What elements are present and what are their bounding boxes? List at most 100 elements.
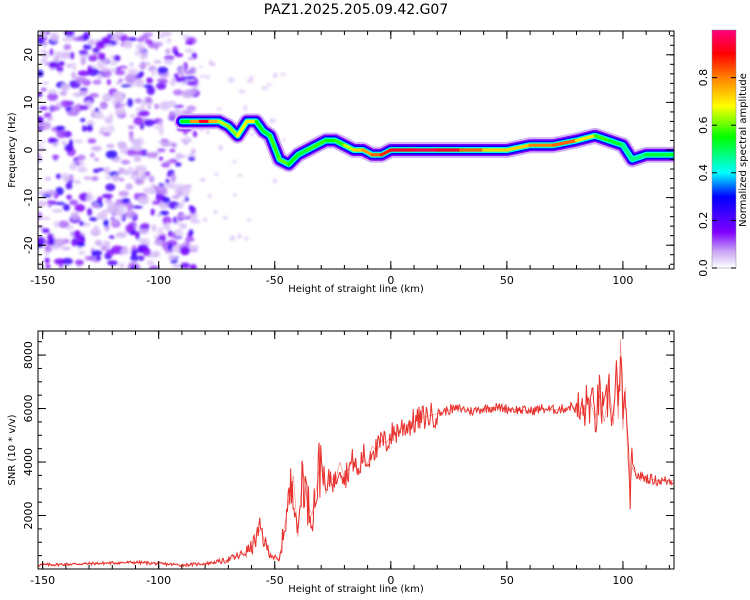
colorbar-tick-label: 0.4 — [697, 164, 710, 182]
x-tick-label: 100 — [612, 274, 633, 287]
noise-blob — [74, 259, 84, 266]
noise-blob — [93, 52, 99, 56]
noise-blob — [280, 73, 286, 76]
noise-blob — [49, 105, 60, 112]
noise-blob — [92, 79, 102, 85]
noise-blob — [123, 40, 133, 49]
noise-blob — [172, 264, 182, 268]
noise-blob — [169, 148, 176, 153]
noise-blob — [47, 116, 54, 122]
noise-blob — [146, 151, 152, 159]
noise-blob — [157, 148, 166, 153]
x-tick-label: 50 — [500, 574, 514, 587]
noise-blob — [166, 173, 173, 177]
noise-blob — [99, 101, 108, 110]
ridge-segment — [593, 134, 611, 143]
noise-blob — [158, 34, 165, 39]
noise-blob — [168, 255, 177, 261]
noise-blob — [115, 67, 121, 71]
noise-blob — [112, 91, 124, 100]
noise-blob — [73, 230, 81, 239]
noise-blob — [218, 145, 223, 151]
noise-blob — [128, 125, 135, 130]
noise-blob — [232, 160, 237, 164]
noise-blob — [184, 196, 189, 202]
noise-blob — [54, 238, 66, 247]
x-tick-label: 100 — [612, 574, 633, 587]
noise-blob — [88, 54, 98, 62]
noise-blob — [168, 158, 178, 164]
x-tick-label: 50 — [500, 274, 514, 287]
noise-blob — [175, 154, 187, 158]
noise-blob — [87, 208, 93, 216]
noise-blob — [188, 156, 196, 161]
noise-blob — [119, 177, 125, 182]
noise-blob — [261, 86, 269, 90]
noise-blob — [157, 66, 169, 75]
bottom-x-axis-label: Height of straight line (km) — [288, 584, 424, 595]
noise-blob — [137, 255, 145, 261]
noise-blob — [79, 87, 88, 91]
noise-blob — [187, 56, 194, 61]
noise-blob — [132, 205, 144, 209]
ridge-segment — [236, 119, 249, 138]
noise-blob — [94, 239, 103, 247]
noise-blob — [83, 176, 92, 180]
colorbar-label: Normalized spectral amplitude — [738, 73, 749, 227]
noise-blob — [186, 81, 198, 86]
noise-blob — [70, 211, 80, 221]
noise-blob — [166, 182, 177, 189]
noise-blob — [104, 44, 114, 48]
noise-blob — [114, 103, 125, 108]
noise-blob — [65, 182, 73, 190]
y-tick-label: 4000 — [22, 448, 35, 476]
noise-blob — [189, 66, 197, 75]
y-tick-label: 8000 — [22, 341, 35, 369]
noise-blob — [151, 68, 157, 77]
noise-blob — [134, 178, 145, 185]
noise-blob — [229, 235, 236, 242]
noise-blob — [75, 77, 87, 84]
noise-blob — [167, 243, 173, 251]
noise-blob — [96, 212, 108, 221]
noise-blob — [40, 87, 47, 92]
noise-blob — [71, 62, 77, 71]
colorbar-tick-label: 0.6 — [697, 116, 710, 134]
noise-blob — [138, 228, 149, 235]
x-tick-label: -50 — [266, 274, 284, 287]
noise-blob — [66, 194, 72, 200]
noise-blob — [118, 262, 126, 269]
noise-blob — [49, 48, 54, 56]
noise-blob — [91, 250, 103, 256]
ridge-segment — [551, 138, 579, 147]
noise-blob — [184, 48, 194, 53]
noise-blob — [228, 77, 235, 83]
noise-blob — [164, 58, 173, 65]
noise-blob — [238, 89, 243, 93]
noise-blob — [53, 220, 60, 228]
noise-blob — [115, 107, 126, 117]
noise-blob — [243, 105, 248, 111]
noise-blob — [131, 249, 138, 257]
noise-blob — [143, 119, 155, 127]
noise-blob — [95, 40, 107, 49]
noise-blob — [97, 73, 103, 81]
bottom-y-axis-label: SNR (10 * v/v) — [7, 414, 18, 485]
noise-blob — [135, 43, 145, 51]
noise-blob — [87, 65, 93, 72]
noise-blob — [118, 65, 128, 69]
noise-blob — [179, 223, 188, 230]
noise-blob — [127, 166, 134, 173]
y-tick-label: 20 — [22, 48, 35, 62]
noise-blob — [61, 172, 69, 180]
noise-blob — [108, 235, 115, 239]
noise-blob — [48, 237, 56, 246]
noise-blob — [150, 152, 158, 159]
noise-blob — [103, 240, 111, 249]
colorbar-ticks: 0.0 0.2 0.4 0.6 0.8 — [697, 69, 736, 277]
noise-blob — [162, 216, 172, 225]
noise-blob — [48, 61, 60, 69]
noise-blob — [153, 239, 163, 245]
noise-blob — [175, 204, 184, 209]
noise-blob — [188, 229, 194, 236]
